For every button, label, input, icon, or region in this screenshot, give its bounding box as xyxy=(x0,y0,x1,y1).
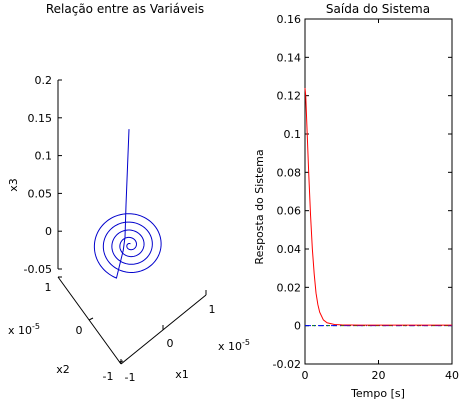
y-axis-ticks: -0.02 0 0.02 0.04 0.06 0.08 0.1 0.12 0.14 0.16 xyxy=(273,13,452,371)
y-axis-label: Resposta do Sistema xyxy=(253,149,266,264)
y-tick-label: 0.04 xyxy=(277,243,302,256)
y-axis-line xyxy=(57,276,122,365)
z-tick-label: 0 xyxy=(45,225,52,238)
plot-response-title: Saída do Sistema xyxy=(326,2,430,16)
y-tick-label: -0.02 xyxy=(273,358,301,371)
plot-3d-title: Relação entre as Variáveis xyxy=(46,2,204,16)
plot-response: Saída do Sistema -0.0200.020.040.060.080… xyxy=(253,2,459,400)
z-axis-label: x3 xyxy=(7,178,20,192)
plot-3d: Relação entre as Variáveis -0.05 0 0.05 0.1… xyxy=(7,2,250,384)
plot-area xyxy=(304,18,453,365)
x-tick-label: -1 xyxy=(125,371,136,384)
x-axis-ticks: 0 20 40 xyxy=(302,19,459,382)
x-tick-label: 40 xyxy=(445,369,459,382)
x-tick-label: 20 xyxy=(372,369,386,382)
y-tick-label: 0.02 xyxy=(277,281,302,294)
y-tick-label: 0 xyxy=(294,320,301,333)
y-tick-label: 0.06 xyxy=(277,205,302,218)
z-tick-label: 0.1 xyxy=(35,150,53,163)
x-tick-label: 0 xyxy=(167,337,174,350)
z-tick-label: 0.05 xyxy=(28,187,53,200)
y-axis-label: x2 xyxy=(56,363,70,376)
y-tick-label: 0 xyxy=(76,324,83,337)
z-tick-label: -0.05 xyxy=(24,263,52,276)
trajectory-line xyxy=(93,129,162,279)
y-tick-label: 0.1 xyxy=(284,128,302,141)
series-line xyxy=(304,87,452,326)
y-scale-factor: x 10-5 xyxy=(8,322,40,337)
y-tick-label: 0.08 xyxy=(277,166,302,179)
y-tick-label: 0.16 xyxy=(277,13,302,26)
series-group xyxy=(304,87,452,327)
x-scale-factor: x 10-5 xyxy=(218,338,250,353)
x-tick-label: 1 xyxy=(209,303,216,316)
y-tick-label: 0.12 xyxy=(277,90,302,103)
y-tick-label: 1 xyxy=(45,281,52,294)
x-tick-label: 0 xyxy=(302,369,309,382)
y-tick-mark xyxy=(88,317,94,321)
x-axis-label: Tempo [s] xyxy=(350,387,405,400)
z-tick-label: 0.15 xyxy=(28,112,53,125)
x-axis-label: x1 xyxy=(175,368,189,381)
z-axis-ticks: -0.05 0 0.05 0.1 0.15 0.2 xyxy=(24,74,62,276)
y-tick-label: -1 xyxy=(103,370,114,383)
y-tick-label: 0.14 xyxy=(277,51,302,64)
z-tick-label: 0.2 xyxy=(35,74,53,87)
